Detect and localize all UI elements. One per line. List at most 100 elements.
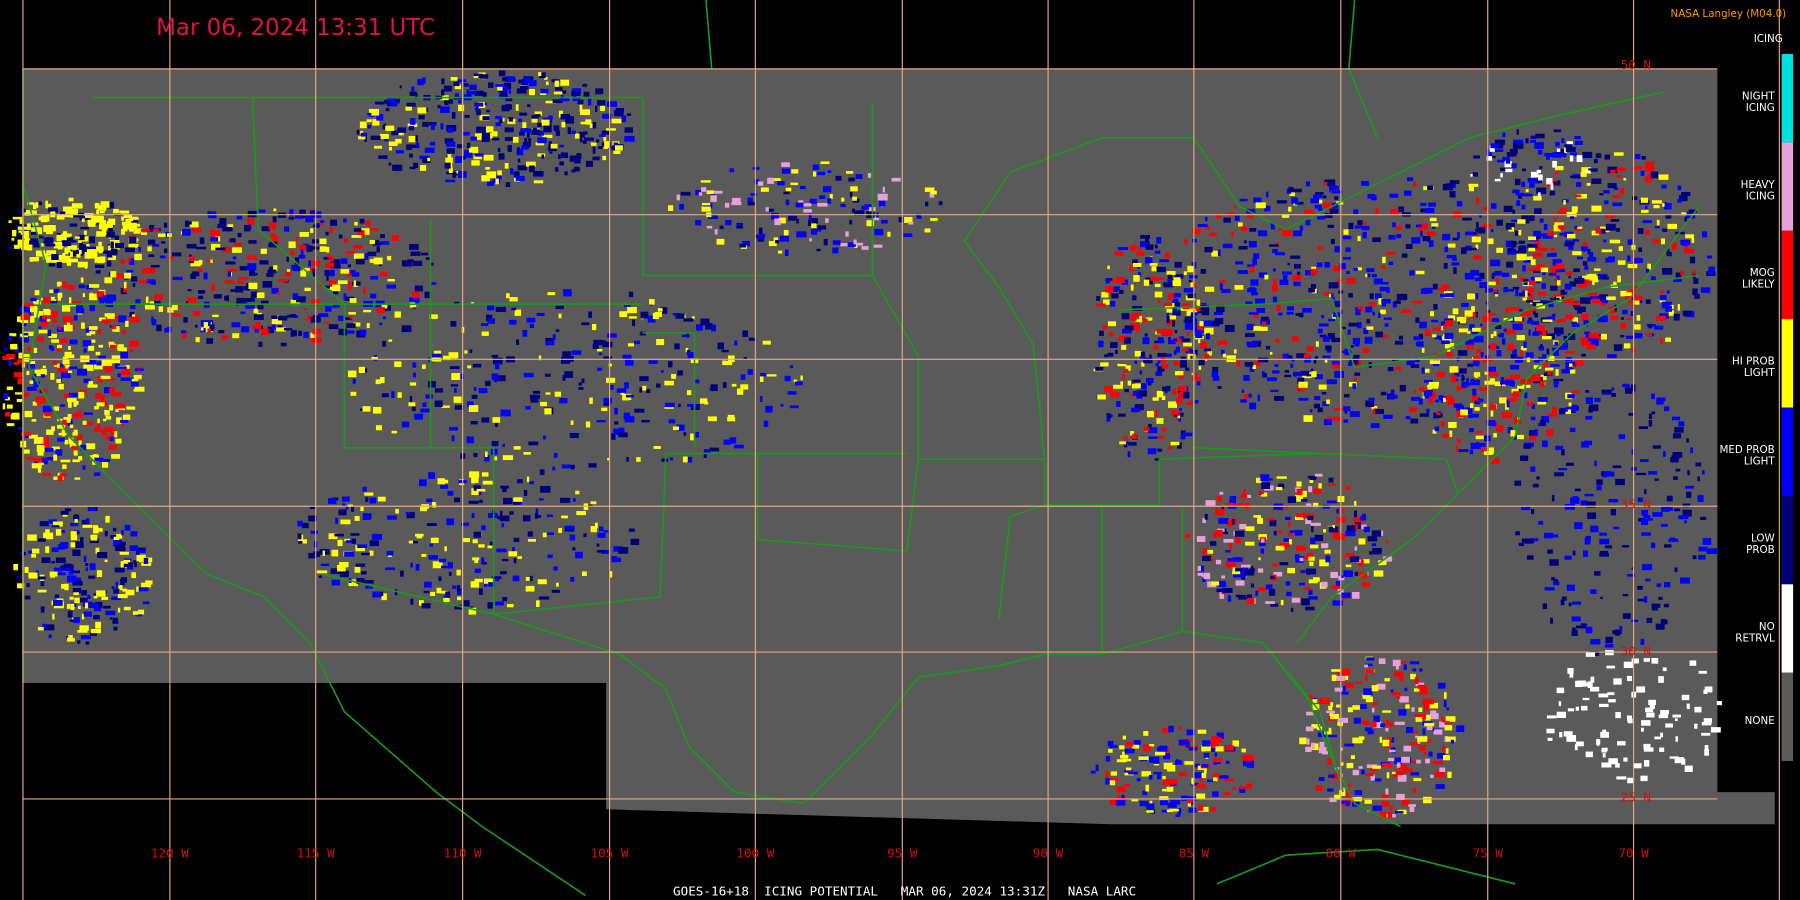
icing-pixel (1175, 760, 1183, 765)
icing-pixel (1306, 345, 1314, 352)
icing-pixel (430, 537, 439, 543)
icing-pixel (759, 396, 763, 402)
icing-pixel (1419, 745, 1426, 751)
icing-pixel (244, 225, 251, 232)
icing-pixel (74, 577, 82, 584)
icing-pixel (364, 580, 374, 584)
icing-pixel (473, 75, 479, 79)
icing-pixel (1675, 468, 1681, 472)
icing-pixel (1642, 220, 1653, 224)
icing-pixel (362, 513, 371, 521)
icing-pixel (106, 260, 112, 267)
icing-pixel (1274, 395, 1285, 401)
icing-pixel (1417, 736, 1428, 742)
icing-pixel (634, 340, 640, 345)
icing-pixel (1615, 175, 1622, 178)
icing-pixel (1330, 713, 1339, 720)
icing-pixel (359, 121, 367, 129)
icing-pixel (1568, 333, 1576, 340)
icing-pixel (73, 429, 78, 435)
icing-pixel (473, 452, 478, 458)
icing-pixel (1323, 202, 1333, 209)
icing-pixel (1501, 412, 1512, 419)
icing-pixel (1522, 278, 1529, 282)
icing-pixel (89, 563, 96, 571)
icing-pixel (1471, 395, 1479, 401)
icing-pixel (25, 303, 34, 307)
icing-pixel (628, 291, 634, 298)
legend-label: LIGHT (1744, 367, 1776, 379)
icing-pixel (470, 581, 480, 588)
icing-pixel (1296, 353, 1307, 359)
icing-pixel (374, 145, 383, 149)
icing-pixel (302, 267, 310, 272)
icing-pixel (1127, 380, 1131, 386)
icing-pixel (132, 611, 138, 615)
icing-pixel (1357, 267, 1362, 271)
icing-pixel (1259, 326, 1268, 331)
icing-pixel (93, 427, 101, 432)
icing-pixel (60, 565, 68, 571)
icing-pixel (85, 443, 96, 450)
icing-pixel (1188, 807, 1197, 813)
icing-pixel (1564, 283, 1572, 290)
icing-pixel (120, 577, 127, 583)
icing-pixel (1178, 373, 1184, 380)
icing-pixel (825, 218, 829, 223)
icing-pixel (1215, 508, 1225, 515)
icing-pixel (1147, 436, 1158, 439)
icing-pixel (10, 343, 18, 350)
icing-pixel (320, 220, 325, 223)
icing-pixel (1474, 277, 1482, 282)
icing-pixel (513, 497, 523, 502)
icing-pixel (547, 292, 556, 296)
icing-pixel (1570, 152, 1577, 157)
icing-pixel (227, 224, 234, 228)
icing-pixel (153, 294, 163, 300)
icing-pixel (491, 373, 499, 381)
icing-pixel (451, 435, 455, 442)
icing-pixel (1554, 278, 1559, 282)
icing-pixel (1275, 486, 1283, 491)
icing-pixel (109, 344, 117, 349)
icing-pixel (65, 210, 74, 218)
icing-pixel (561, 121, 566, 128)
icing-pixel (1240, 564, 1251, 568)
icing-pixel (601, 549, 609, 554)
icing-pixel (1516, 129, 1519, 135)
icing-pixel (1528, 307, 1537, 313)
icing-pixel (104, 530, 108, 537)
icing-pixel (572, 97, 581, 102)
icing-pixel (1515, 289, 1519, 297)
icing-pixel (1101, 292, 1109, 298)
icing-pixel (388, 141, 398, 147)
icing-pixel (725, 219, 732, 226)
icing-pixel (1604, 545, 1613, 549)
icing-pixel (1556, 711, 1567, 718)
icing-pixel (422, 157, 431, 164)
icing-pixel (1416, 224, 1422, 228)
icing-pixel (1528, 293, 1533, 301)
icing-pixel (466, 89, 470, 96)
icing-pixel (930, 190, 937, 195)
icing-pixel (447, 154, 452, 159)
icing-pixel (625, 359, 634, 366)
icing-pixel (58, 281, 64, 286)
icing-pixel (372, 591, 382, 598)
icing-pixel (62, 359, 70, 365)
icing-pixel (1468, 186, 1474, 192)
icing-pixel (495, 306, 506, 313)
icing-pixel (92, 525, 99, 528)
icing-pixel (525, 585, 535, 592)
icing-pixel (1540, 267, 1548, 273)
icing-pixel (1428, 397, 1434, 404)
icing-pixel (410, 598, 414, 605)
icing-pixel (1340, 762, 1344, 766)
icing-pixel (57, 344, 62, 349)
icing-pixel (1310, 537, 1316, 545)
icing-pixel (1391, 692, 1401, 696)
latitude-label: 35 N (1621, 497, 1651, 512)
icing-pixel (1141, 383, 1147, 390)
icing-pixel (1348, 222, 1354, 230)
icing-pixel (1444, 293, 1455, 298)
